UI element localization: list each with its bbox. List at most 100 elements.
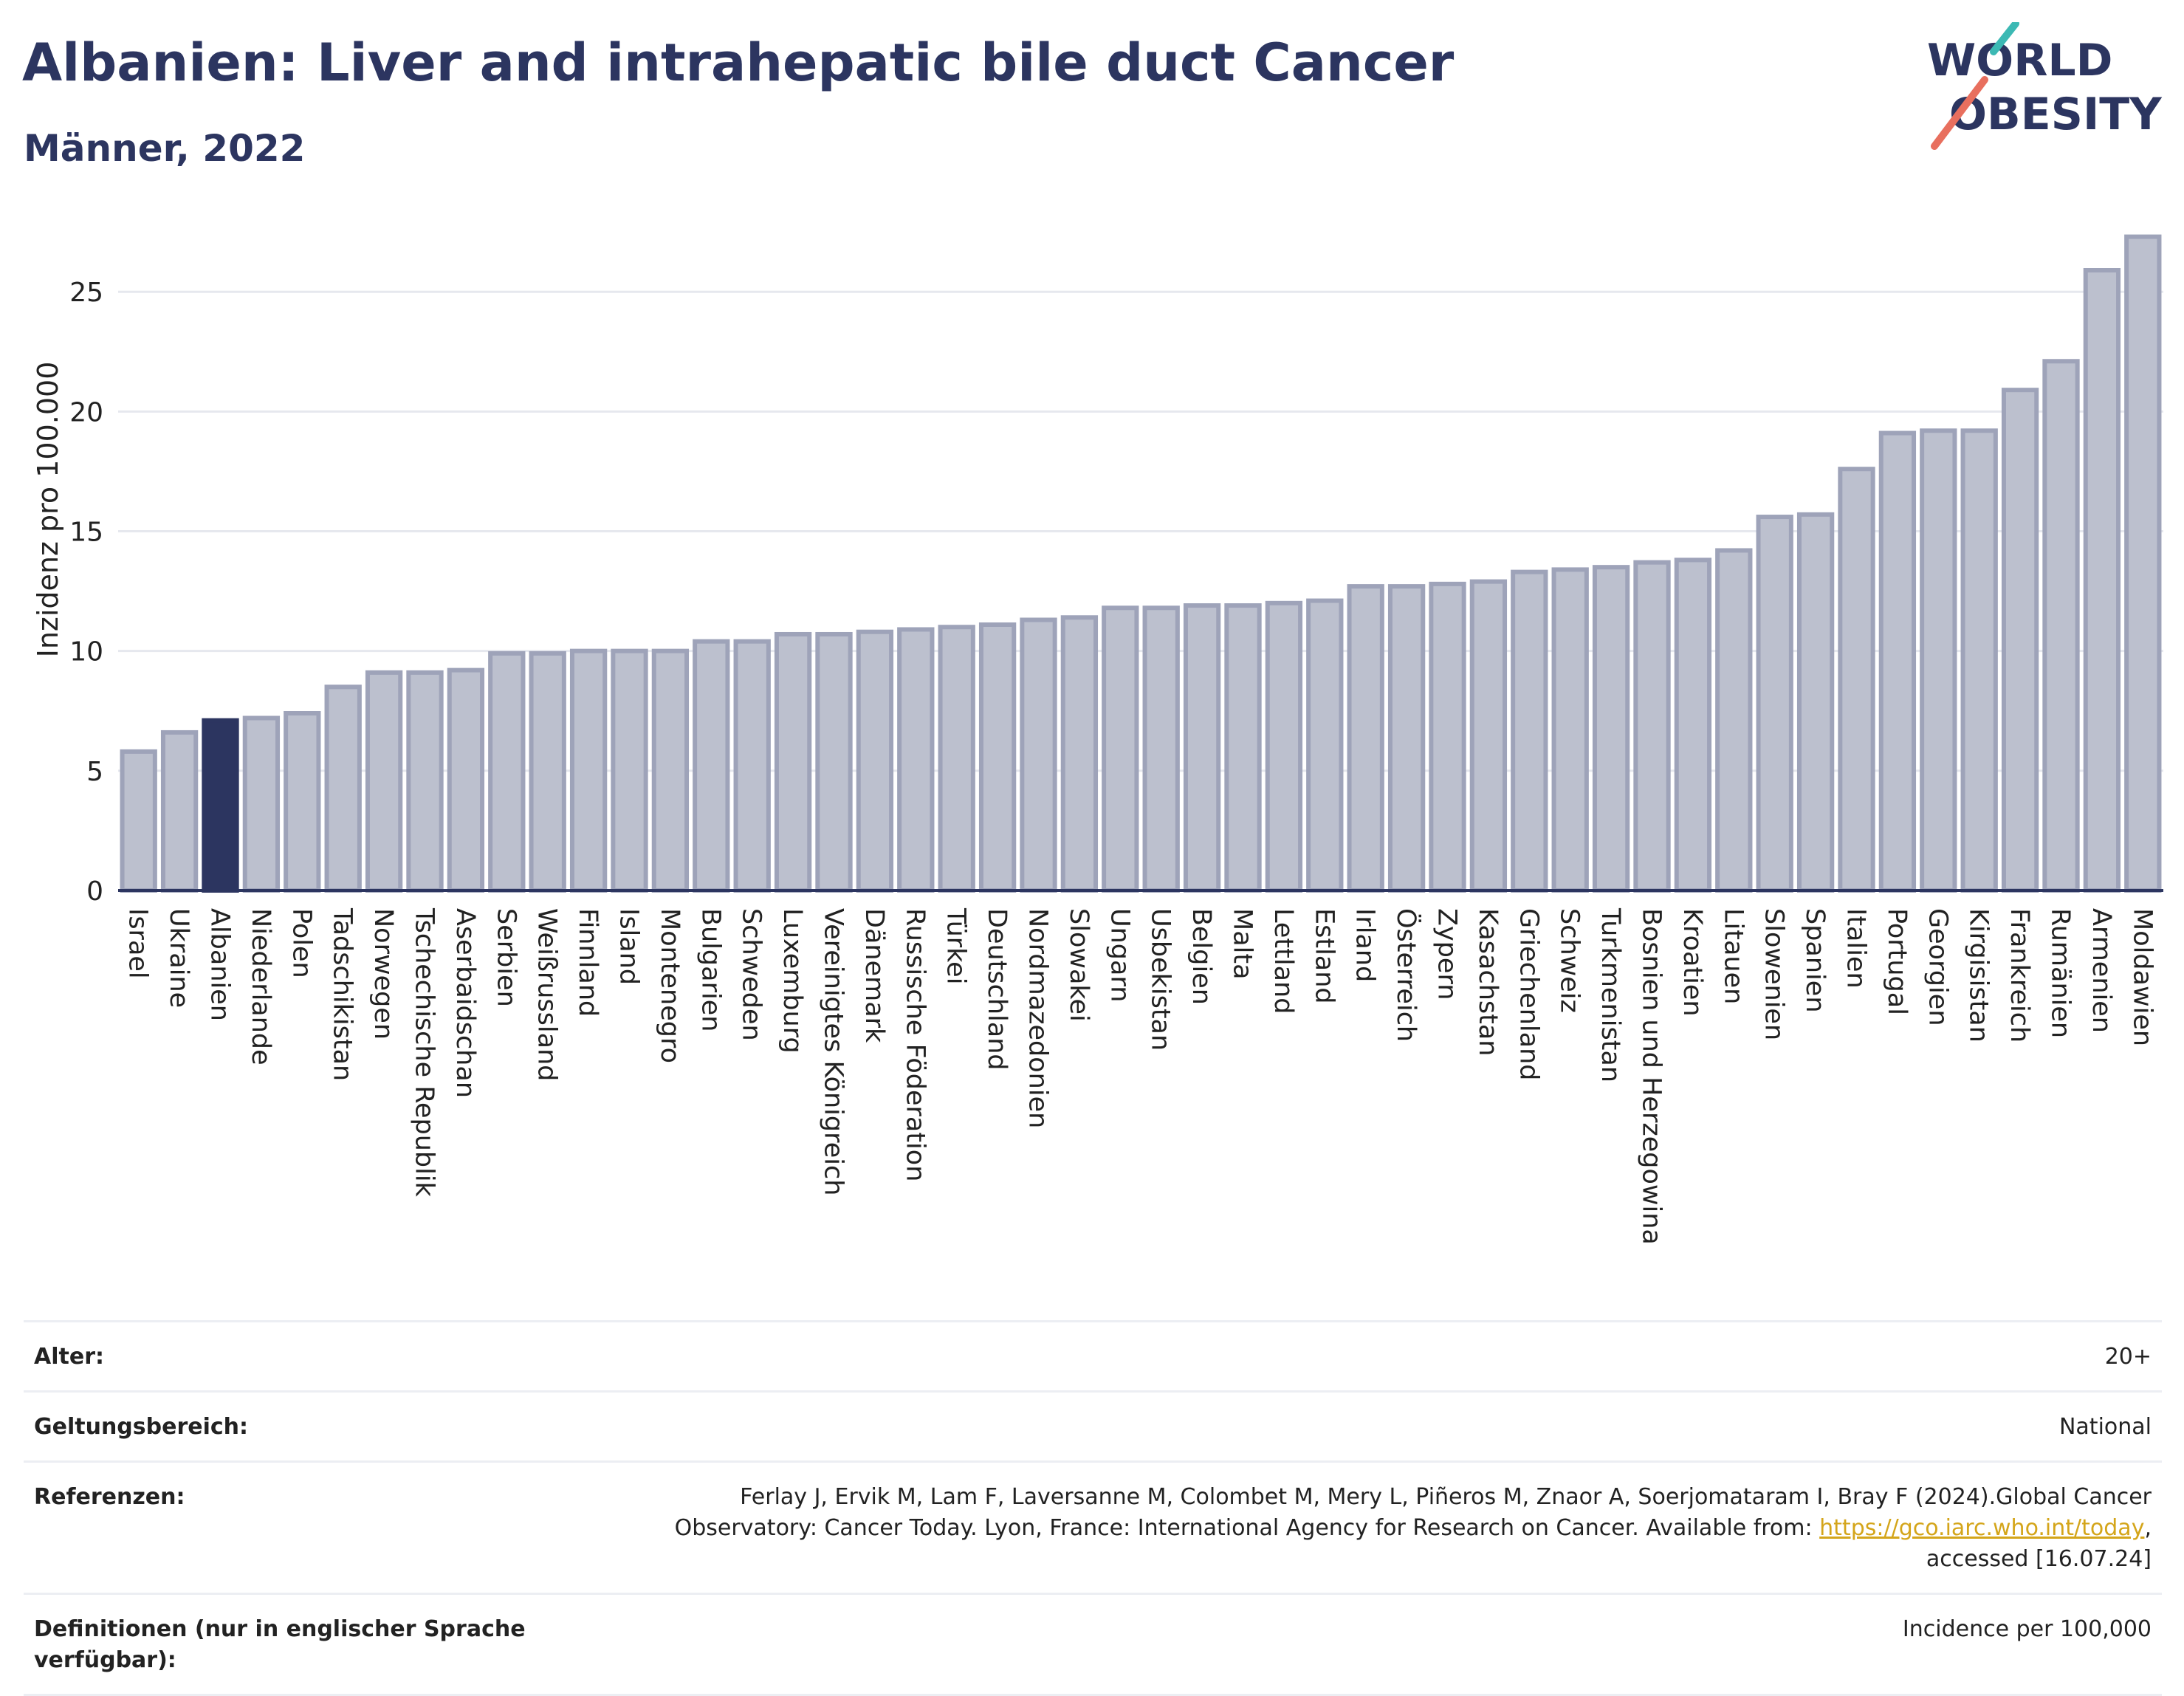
x-tick-label: Island — [614, 908, 644, 985]
x-tick-label: Spanien — [1800, 908, 1830, 1013]
x-tick-label: Kasachstan — [1473, 908, 1503, 1056]
info-row-references: Referenzen: Ferlay J, Ervik M, Lam F, La… — [24, 1460, 2162, 1593]
x-tick-label: Finnland — [573, 908, 602, 1017]
bar-kroatien[interactable] — [1674, 557, 1712, 893]
y-tick-label: 25 — [69, 278, 103, 308]
x-tick-label: Polen — [286, 908, 316, 978]
bar-island[interactable] — [611, 648, 648, 893]
bar-nordmazedonien[interactable] — [1020, 617, 1057, 893]
x-tick-label: Georgien — [1923, 908, 1952, 1026]
bar-deutschland[interactable] — [978, 622, 1017, 893]
y-tick-label: 20 — [69, 397, 103, 428]
age-value: 20+ — [2104, 1344, 2152, 1370]
bar-bulgarien[interactable] — [693, 639, 730, 893]
x-tick-label: Ungarn — [1105, 908, 1134, 1002]
bar-spanien[interactable] — [1796, 512, 1835, 893]
bar-kirgisistan[interactable] — [1960, 428, 1998, 893]
bar-georgien[interactable] — [1920, 428, 1957, 893]
info-row-definitions: Definitionen (nur in englischer Sprache … — [24, 1593, 2162, 1696]
x-tick-label: Weißrussland — [532, 908, 562, 1081]
bar-österreich[interactable] — [1387, 584, 1426, 893]
bar-albanien[interactable] — [202, 718, 239, 893]
bar-montenegro[interactable] — [651, 648, 690, 893]
x-tick-label: Malta — [1228, 908, 1257, 980]
y-tick-label: 0 — [86, 876, 103, 907]
definitions-label: Definitionen (nur in englischer Sprache … — [34, 1616, 526, 1673]
x-tick-label: Turkmenistan — [1596, 907, 1625, 1082]
x-tick-label: Belgien — [1187, 908, 1216, 1005]
references-link[interactable]: https://gco.iarc.who.int/today — [1819, 1515, 2145, 1541]
bar-vereinigtes-königreich[interactable] — [815, 631, 853, 893]
bar-litauen[interactable] — [1715, 548, 1753, 893]
bar-ukraine[interactable] — [160, 729, 199, 893]
bar-belgien[interactable] — [1183, 603, 1221, 893]
x-tick-label: Portugal — [1882, 908, 1912, 1015]
bar-usbekistan[interactable] — [1142, 605, 1180, 893]
bar-polen[interactable] — [284, 711, 321, 893]
bar-schweiz[interactable] — [1551, 567, 1589, 893]
x-tick-label: Irland — [1350, 908, 1380, 982]
bar-niederlande[interactable] — [242, 715, 281, 893]
logo-coral-slash — [1931, 76, 1988, 150]
bar-turkmenistan[interactable] — [1592, 565, 1630, 893]
bar-ungarn[interactable] — [1102, 605, 1139, 893]
logo-teal-slash — [1990, 22, 2019, 55]
bar-kasachstan[interactable] — [1469, 579, 1508, 893]
chart-subtitle: Männer, 2022 — [24, 127, 306, 170]
bars — [120, 234, 2162, 893]
x-tick-label: Ukraine — [164, 908, 193, 1008]
bar-weißrussland[interactable] — [529, 650, 566, 893]
bar-moldawien[interactable] — [2124, 234, 2162, 893]
bar-aserbaidschan[interactable] — [447, 667, 485, 893]
y-axis-label: Inzidenz pro 100.000 — [32, 362, 64, 658]
bar-armenien[interactable] — [2083, 268, 2121, 893]
x-tick-label: Italien — [1841, 908, 1871, 989]
bar-chart: 0 5 10 15 20 25 Israel Ukraine Albanien Niederlan… — [32, 234, 2163, 1245]
x-tick-label: Norwegen — [368, 908, 398, 1040]
info-row-age: Alter: 20+ — [24, 1320, 2162, 1390]
bar-slowenien[interactable] — [1756, 515, 1793, 893]
x-tick-label: Serbien — [491, 908, 521, 1007]
x-tick-label: Frankreich — [2005, 908, 2034, 1043]
bar-finnland[interactable] — [569, 648, 608, 893]
bar-slowakei[interactable] — [1060, 615, 1099, 893]
references-label: Referenzen: — [34, 1484, 185, 1510]
x-tick-label: Vereinigtes Königreich — [819, 908, 848, 1195]
bar-portugal[interactable] — [1878, 430, 1917, 893]
x-tick-label: Litauen — [1718, 908, 1748, 1004]
y-tick-label: 15 — [69, 518, 103, 548]
bar-israel[interactable] — [120, 749, 157, 893]
bar-schweden[interactable] — [733, 639, 771, 893]
x-tick-label: Österreich — [1391, 908, 1422, 1042]
bar-tschechische-republik[interactable] — [406, 670, 444, 893]
x-tick-label: Tadschikistan — [328, 907, 357, 1081]
bar-irland[interactable] — [1347, 584, 1384, 893]
bar-luxemburg[interactable] — [774, 631, 812, 893]
bar-italien[interactable] — [1838, 467, 1875, 893]
bar-zypern[interactable] — [1429, 581, 1466, 893]
bar-estland[interactable] — [1306, 598, 1344, 893]
bar-russische-föderation[interactable] — [897, 627, 935, 893]
bar-tadschikistan[interactable] — [324, 684, 362, 893]
bar-serbien[interactable] — [488, 650, 526, 893]
x-tick-label: Kirgisistan — [1964, 908, 1994, 1043]
logo-line1: WORLD — [1927, 35, 2112, 86]
info-table: Alter: 20+ Geltungsbereich: National Ref… — [24, 1320, 2162, 1696]
x-tick-label: Bulgarien — [696, 908, 725, 1031]
bar-lettland[interactable] — [1265, 600, 1303, 893]
x-tick-label: Slowakei — [1064, 908, 1093, 1022]
bar-malta[interactable] — [1224, 603, 1262, 893]
bar-türkei[interactable] — [938, 625, 975, 893]
chart-title: Albanien: Liver and intrahepatic bile du… — [22, 32, 1455, 93]
bar-frankreich[interactable] — [2001, 388, 2039, 893]
bar-griechenland[interactable] — [1511, 569, 1548, 893]
bar-dänemark[interactable] — [856, 629, 894, 893]
y-tick-label: 10 — [69, 637, 103, 667]
x-tick-label: Aserbaidschan — [450, 908, 480, 1098]
info-row-scope: Geltungsbereich: National — [24, 1390, 2162, 1460]
bar-norwegen[interactable] — [365, 670, 403, 893]
bar-bosnien-und-herzegowina[interactable] — [1633, 560, 1671, 893]
x-tick-label: Rumänien — [2046, 908, 2075, 1038]
bar-rumänien[interactable] — [2042, 359, 2080, 893]
references-text: Ferlay J, Ervik M, Lam F, Laversanne M, … — [674, 1484, 2152, 1541]
